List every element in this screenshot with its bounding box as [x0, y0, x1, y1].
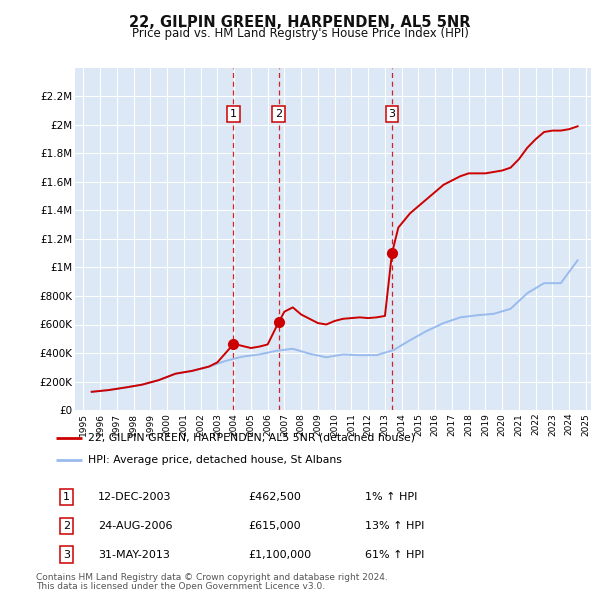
Text: 22, GILPIN GREEN, HARPENDEN, AL5 5NR: 22, GILPIN GREEN, HARPENDEN, AL5 5NR — [129, 15, 471, 30]
Text: 1: 1 — [63, 492, 70, 502]
Text: This data is licensed under the Open Government Licence v3.0.: This data is licensed under the Open Gov… — [36, 582, 325, 590]
Text: £615,000: £615,000 — [248, 521, 301, 530]
Text: £462,500: £462,500 — [248, 492, 302, 502]
Text: £1,100,000: £1,100,000 — [248, 550, 312, 559]
Text: 12-DEC-2003: 12-DEC-2003 — [98, 492, 172, 502]
Text: 22, GILPIN GREEN, HARPENDEN, AL5 5NR (detached house): 22, GILPIN GREEN, HARPENDEN, AL5 5NR (de… — [88, 433, 415, 443]
Text: 61% ↑ HPI: 61% ↑ HPI — [365, 550, 424, 559]
Text: Contains HM Land Registry data © Crown copyright and database right 2024.: Contains HM Land Registry data © Crown c… — [36, 573, 388, 582]
Text: 3: 3 — [63, 550, 70, 559]
Text: 31-MAY-2013: 31-MAY-2013 — [98, 550, 170, 559]
Text: 1: 1 — [230, 109, 237, 119]
Text: 2: 2 — [63, 521, 70, 530]
Text: 3: 3 — [388, 109, 395, 119]
Text: 24-AUG-2006: 24-AUG-2006 — [98, 521, 173, 530]
Text: Price paid vs. HM Land Registry's House Price Index (HPI): Price paid vs. HM Land Registry's House … — [131, 27, 469, 40]
Text: 13% ↑ HPI: 13% ↑ HPI — [365, 521, 424, 530]
Text: 2: 2 — [275, 109, 282, 119]
Text: 1% ↑ HPI: 1% ↑ HPI — [365, 492, 417, 502]
Text: HPI: Average price, detached house, St Albans: HPI: Average price, detached house, St A… — [88, 455, 341, 465]
